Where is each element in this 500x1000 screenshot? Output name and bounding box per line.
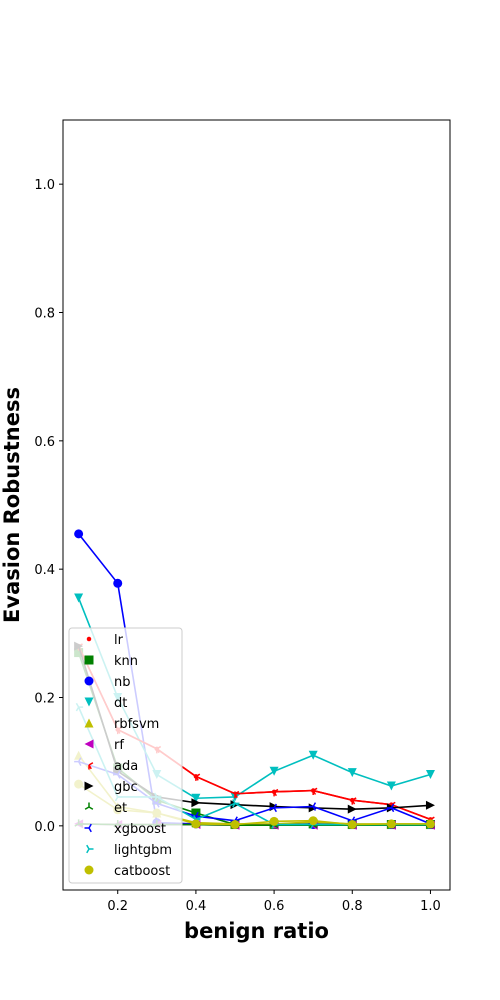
- data-point: [347, 820, 357, 830]
- y-tick-label: 0.8: [34, 307, 55, 322]
- data-point: [113, 578, 123, 588]
- data-point: [191, 798, 201, 808]
- legend-item-rf: rf: [84, 738, 124, 753]
- data-point: [273, 788, 279, 797]
- data-point: [84, 718, 94, 728]
- legend-item-nb: nb: [84, 675, 131, 690]
- data-point: [386, 803, 395, 813]
- data-point: [230, 820, 240, 830]
- data-point: [191, 793, 201, 803]
- legend-item-gbc: gbc: [84, 780, 138, 795]
- legend-label: gbc: [114, 780, 138, 795]
- legend-item-lr: lr: [86, 633, 124, 648]
- data-point: [84, 676, 94, 686]
- legend-item-dt: dt: [84, 696, 127, 711]
- x-tick-label: 0.2: [107, 899, 128, 914]
- data-point: [84, 865, 94, 875]
- legend-item-catboost: catboost: [84, 864, 170, 879]
- y-tick-label: 0.0: [34, 820, 55, 835]
- x-axis-title: benign ratio: [184, 919, 329, 943]
- legend-label: rf: [114, 738, 124, 753]
- data-point: [86, 636, 92, 642]
- data-point: [234, 790, 240, 799]
- legend-label: knn: [114, 654, 138, 669]
- legend-item-ada: ada: [88, 759, 138, 774]
- data-point: [425, 800, 435, 810]
- plot-frame: [62, 119, 451, 891]
- data-point: [386, 819, 396, 829]
- data-point: [88, 762, 94, 770]
- legend-box: [68, 627, 183, 884]
- legend-label: catboost: [114, 864, 170, 879]
- data-point: [84, 697, 94, 707]
- tick-layer: 0.2 0.4 0.6 0.8 1.0 0.0 0.2 0.4 0.6 0.8 1.0: [34, 178, 440, 914]
- legend-label: lightgbm: [114, 843, 172, 858]
- data-point: [425, 770, 435, 779]
- data-point: [386, 781, 396, 791]
- legend-label: xgboost: [114, 822, 166, 837]
- data-point: [84, 781, 94, 791]
- data-point: [269, 816, 279, 826]
- data-point: [195, 773, 201, 781]
- data-point: [347, 768, 357, 778]
- legend-label: et: [114, 801, 127, 816]
- legend: lr knn nb dt rbfsvm rf ada gbc et xgboost lightgbm…: [68, 627, 183, 884]
- legend-item-knn: knn: [84, 654, 138, 669]
- data-point: [191, 808, 201, 818]
- data-point: [269, 766, 279, 776]
- data-point: [425, 819, 435, 829]
- legend-item-xgboost: xgboost: [84, 822, 166, 837]
- y-tick-label: 1.0: [34, 178, 55, 193]
- data-point: [84, 823, 92, 833]
- legend-label: ada: [114, 759, 138, 774]
- x-tick-label: 0.4: [186, 899, 207, 914]
- legend-label: nb: [114, 675, 131, 690]
- legend-label: rbfsvm: [114, 717, 159, 732]
- legend-label: dt: [114, 696, 127, 711]
- y-tick-label: 0.6: [34, 435, 55, 450]
- data-point: [74, 529, 84, 539]
- x-tick-label: 0.6: [264, 899, 285, 914]
- x-tick-label: 1.0: [420, 899, 441, 914]
- data-point: [84, 802, 94, 810]
- data-point: [312, 787, 318, 796]
- data-point: [308, 816, 318, 826]
- data-point: [84, 655, 94, 665]
- data-point: [308, 750, 318, 760]
- data-point: [86, 844, 94, 854]
- data-point: [351, 797, 357, 805]
- y-tick-label: 0.4: [34, 563, 55, 578]
- legend-item-lightgbm: lightgbm: [86, 843, 172, 858]
- y-axis-title: Evasion Robustness: [0, 387, 24, 623]
- data-point: [74, 593, 84, 603]
- y-tick-label: 0.2: [34, 692, 55, 707]
- data-point: [347, 804, 357, 814]
- legend-label: lr: [114, 633, 124, 648]
- legend-item-rbfsvm: rbfsvm: [84, 717, 159, 732]
- data-point: [269, 803, 277, 813]
- legend-item-et: et: [84, 801, 127, 816]
- data-point: [84, 739, 94, 749]
- data-point: [308, 802, 317, 811]
- data-point: [232, 799, 240, 808]
- data-point: [191, 819, 201, 829]
- x-tick-label: 0.8: [342, 899, 363, 914]
